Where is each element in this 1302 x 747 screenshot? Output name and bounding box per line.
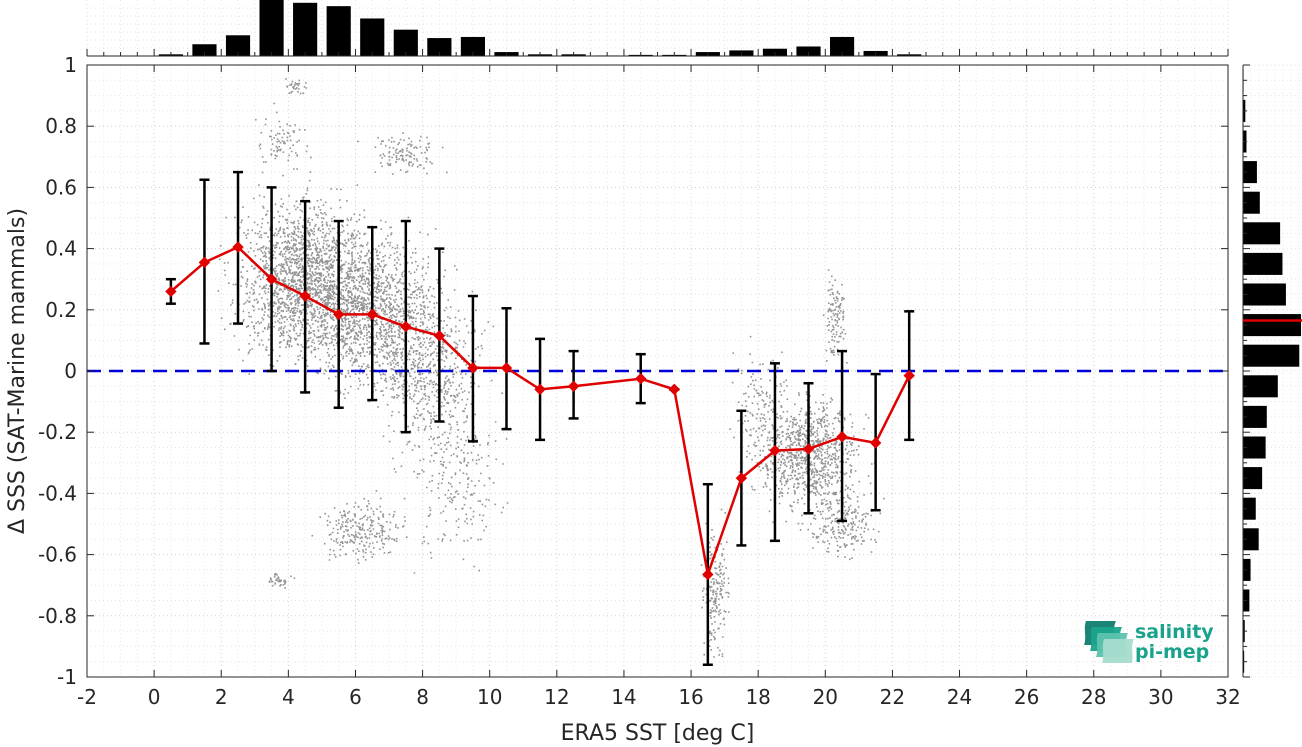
logo-wave-layer bbox=[1102, 639, 1134, 663]
top-hist-bar bbox=[326, 6, 351, 56]
mean-point bbox=[467, 362, 479, 374]
mean-point bbox=[769, 444, 781, 457]
x-tick-label: 26 bbox=[1014, 685, 1039, 709]
mean-point bbox=[366, 308, 378, 321]
right-hist-bar bbox=[1243, 375, 1278, 398]
main-plot: -2 0 2 4 6 8 10 12 14 16 18 20 22 24 26 28 30 32 10.80.60… bbox=[38, 53, 1241, 709]
salinity-pimep-logo: salinity pi-mep bbox=[1084, 621, 1214, 663]
y-tick-label: -0.6 bbox=[38, 543, 77, 567]
right-hist-bar bbox=[1243, 191, 1260, 214]
y-tick-label: 0.8 bbox=[45, 114, 77, 138]
top-hist-bar bbox=[259, 0, 284, 56]
y-tick-label: 0.6 bbox=[45, 175, 77, 199]
y-axis-ticks: 1 0.8 0.6 0.4 0.2 0 -0.2 -0.4 -0.6 -0.8 -1 bbox=[38, 53, 1228, 689]
top-hist-bar bbox=[460, 36, 486, 56]
mean-point bbox=[433, 330, 446, 342]
mean-point bbox=[265, 273, 278, 285]
y-tick-label: 0.4 bbox=[45, 237, 77, 261]
x-tick-label: 8 bbox=[416, 685, 429, 709]
logo-line1: salinity bbox=[1135, 621, 1214, 643]
mean-point bbox=[232, 241, 244, 253]
top-hist-bar bbox=[829, 36, 855, 56]
mean-point bbox=[668, 383, 680, 396]
x-tick-label: -2 bbox=[77, 685, 97, 709]
y-tick-label: -0.2 bbox=[38, 420, 77, 444]
x-tick-label: 2 bbox=[215, 685, 228, 709]
logo-waves-icon bbox=[1084, 621, 1134, 663]
right-hist-bar bbox=[1243, 436, 1266, 459]
right-hist-bar bbox=[1243, 497, 1256, 520]
x-tick-label: 16 bbox=[678, 685, 703, 709]
x-tick-label: 10 bbox=[477, 685, 502, 709]
top-hist-bar bbox=[796, 46, 821, 56]
top-hist-bar bbox=[225, 35, 251, 56]
top-hist-bar bbox=[427, 38, 452, 56]
y-tick-label: 1 bbox=[64, 53, 77, 77]
top-hist-bar bbox=[360, 18, 385, 56]
y-tick-label: -1 bbox=[57, 665, 77, 689]
mean-point bbox=[165, 285, 177, 298]
right-hist-bar bbox=[1243, 467, 1263, 490]
mean-point bbox=[400, 320, 412, 333]
x-tick-label: 20 bbox=[813, 685, 838, 709]
mean-point bbox=[702, 568, 714, 581]
mean-point bbox=[836, 431, 848, 443]
top-hist-bar bbox=[293, 2, 318, 57]
top-hist-bar bbox=[393, 29, 418, 56]
mean-point bbox=[903, 369, 915, 382]
x-tick-label: 22 bbox=[880, 685, 905, 709]
x-tick-label: 4 bbox=[282, 685, 295, 709]
y-axis-label: Δ SSS (SAT-Marine mammals) bbox=[5, 208, 30, 534]
right-hist-bar bbox=[1243, 405, 1267, 428]
right-hist-bar bbox=[1243, 528, 1259, 551]
x-tick-label: 6 bbox=[349, 685, 362, 709]
mean-point bbox=[500, 362, 513, 374]
y-tick-label: 0 bbox=[64, 359, 77, 383]
top-histogram bbox=[86, 0, 1229, 57]
x-tick-label: 28 bbox=[1081, 685, 1106, 709]
y-tick-label: 0.2 bbox=[45, 298, 77, 322]
mean-point bbox=[735, 472, 748, 484]
mean-point bbox=[802, 443, 815, 455]
y-tick-label: -0.8 bbox=[38, 604, 77, 628]
mean-series bbox=[165, 241, 915, 581]
x-tick-label: 30 bbox=[1148, 685, 1173, 709]
mean-point bbox=[534, 383, 546, 396]
x-tick-label: 12 bbox=[544, 685, 569, 709]
y-tick-label: -0.4 bbox=[38, 481, 77, 505]
mean-point bbox=[198, 256, 211, 269]
top-hist-bar bbox=[192, 44, 217, 56]
x-tick-label: 32 bbox=[1215, 685, 1240, 709]
mean-point bbox=[635, 372, 647, 385]
x-tick-label: 18 bbox=[745, 685, 770, 709]
right-hist-bar bbox=[1243, 222, 1281, 245]
logo-line2: pi-mep bbox=[1135, 641, 1209, 663]
right-hist-bar bbox=[1243, 314, 1301, 337]
x-tick-label: 0 bbox=[148, 685, 161, 709]
right-hist-bar bbox=[1243, 344, 1300, 367]
right-histogram bbox=[1242, 64, 1302, 678]
mean-point bbox=[299, 290, 311, 302]
x-tick-label: 14 bbox=[611, 685, 636, 709]
x-axis-ticks: -2 0 2 4 6 8 10 12 14 16 18 20 22 24 26 28 30 32 bbox=[77, 65, 1241, 709]
mean-point bbox=[567, 380, 580, 393]
mean-point bbox=[332, 308, 345, 321]
x-axis-label: ERA5 SST [deg C] bbox=[561, 721, 755, 746]
mean-point bbox=[869, 437, 882, 449]
right-hist-bar bbox=[1243, 252, 1283, 275]
mean-line bbox=[170, 245, 911, 580]
x-tick-label: 24 bbox=[947, 685, 972, 709]
right-hist-bar bbox=[1243, 283, 1286, 306]
right-hist-bar bbox=[1243, 161, 1257, 184]
